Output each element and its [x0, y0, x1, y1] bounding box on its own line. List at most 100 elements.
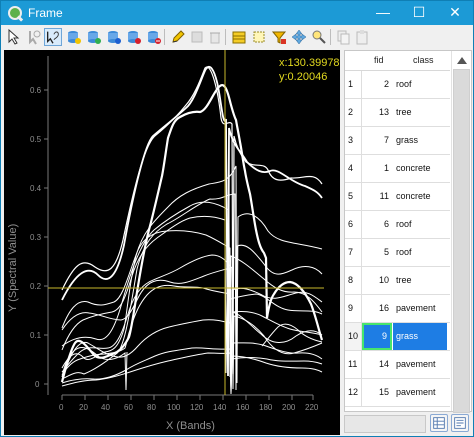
fid-cell[interactable]: 11 — [362, 183, 392, 210]
table-row[interactable]: 8 10 tree — [345, 267, 450, 295]
class-cell[interactable]: tree — [393, 99, 447, 126]
spectral-curve — [61, 201, 323, 378]
row-number: 12 — [345, 379, 362, 406]
fid-cell[interactable]: 9 — [362, 323, 392, 350]
x-axis-label: X (Bands) — [166, 420, 215, 432]
edit-pencil-icon[interactable] — [169, 28, 187, 46]
spectral-curve — [61, 284, 323, 376]
stack-green-icon[interactable] — [84, 28, 102, 46]
y-axis-ticks — [44, 89, 48, 385]
scrollbar-thumb[interactable] — [453, 69, 470, 413]
table-row[interactable]: 4 1 concrete — [345, 155, 450, 183]
fid-cell[interactable]: 7 — [362, 127, 392, 154]
row-number: 10 — [345, 323, 362, 350]
stack-red-icon[interactable] — [124, 28, 142, 46]
stack-yellow-icon[interactable] — [64, 28, 82, 46]
fid-cell[interactable]: 1 — [362, 155, 392, 182]
pan-icon[interactable] — [290, 28, 308, 46]
row-number: 11 — [345, 351, 362, 378]
table-view-icon[interactable] — [430, 414, 448, 432]
class-cell[interactable]: pavement — [393, 295, 447, 322]
class-cell[interactable]: grass — [393, 127, 447, 154]
row-number: 1 — [345, 71, 362, 98]
class-cell[interactable]: pavement — [393, 379, 447, 406]
y-tick-label: 0.2 — [30, 282, 42, 291]
class-cell[interactable]: grass — [393, 323, 447, 350]
selected-table-row[interactable]: 10 9 grass — [345, 323, 450, 351]
vertical-scrollbar[interactable] — [451, 51, 471, 413]
x-tick-label: 0 — [59, 403, 64, 412]
fid-cell[interactable]: 16 — [362, 295, 392, 322]
stack-blue-icon[interactable] — [104, 28, 122, 46]
y-tick-label: 0.1 — [30, 331, 42, 340]
column-header-class[interactable]: class — [413, 55, 434, 65]
close-button[interactable]: ✕ — [449, 4, 461, 20]
fid-cell[interactable]: 2 — [362, 71, 392, 98]
spectral-curve — [61, 66, 323, 375]
table-row[interactable]: 2 13 tree — [345, 99, 450, 127]
x-tick-label: 60 — [124, 403, 133, 412]
fid-cell[interactable]: 15 — [362, 379, 392, 406]
column-header-fid[interactable]: fid — [374, 55, 384, 65]
class-cell[interactable]: pavement — [393, 351, 447, 378]
class-cell[interactable]: concrete — [393, 183, 447, 210]
attribute-table[interactable]: fid class 1 2 roof 2 13 tree 3 7 grass 4 1 concr… — [345, 51, 450, 411]
fid-cell[interactable]: 10 — [362, 267, 392, 294]
x-axis-ticks — [61, 395, 314, 400]
x-tick-label: 140 — [213, 403, 227, 412]
stack-gray-icon[interactable] — [144, 28, 162, 46]
spectral-curve — [61, 230, 323, 387]
form-view-icon[interactable] — [451, 414, 469, 432]
layer-select-icon[interactable] — [44, 28, 62, 46]
spectral-curve — [61, 352, 323, 395]
x-tick-label: 100 — [167, 403, 181, 412]
y-tick-label: 0.3 — [30, 233, 42, 242]
fid-cell[interactable]: 14 — [362, 351, 392, 378]
x-tick-label: 120 — [190, 403, 204, 412]
row-number: 5 — [345, 183, 362, 210]
class-cell[interactable]: roof — [393, 211, 447, 238]
row-number: 9 — [345, 295, 362, 322]
table-row[interactable]: 5 11 concrete — [345, 183, 450, 211]
minimize-button[interactable]: — — [376, 4, 390, 20]
row-number: 6 — [345, 211, 362, 238]
status-input[interactable] — [344, 415, 426, 433]
select-arrow-icon[interactable] — [5, 28, 23, 46]
fid-cell[interactable]: 6 — [362, 211, 392, 238]
plot-background — [4, 50, 340, 435]
table-row[interactable]: 7 5 roof — [345, 239, 450, 267]
table-header: fid class — [345, 51, 450, 71]
spectral-plot[interactable]: 0 20 40 60 80 100 120 140 160 180 200 22… — [4, 50, 340, 435]
maximize-button[interactable]: ☐ — [412, 4, 426, 20]
class-cell[interactable]: roof — [393, 239, 447, 266]
class-cell[interactable]: tree — [393, 267, 447, 294]
table-row[interactable]: 3 7 grass — [345, 127, 450, 155]
table-row[interactable]: 1 2 roof — [345, 71, 450, 99]
table-row[interactable]: 9 16 pavement — [345, 295, 450, 323]
fid-cell[interactable]: 13 — [362, 99, 392, 126]
x-tick-label: 160 — [236, 403, 250, 412]
zoom-icon[interactable] — [310, 28, 328, 46]
class-cell[interactable]: concrete — [393, 155, 447, 182]
scroll-up-arrow-icon[interactable] — [457, 57, 467, 64]
spectral-curve — [61, 267, 323, 389]
select-area-icon[interactable] — [250, 28, 268, 46]
attribute-table-panel: fid class 1 2 roof 2 13 tree 3 7 grass 4 1 concr… — [344, 50, 472, 413]
table-row[interactable]: 12 15 pavement — [345, 379, 450, 407]
spectral-curve — [61, 65, 323, 377]
toolbar-separator — [164, 29, 165, 45]
table-yellow-icon[interactable] — [230, 28, 248, 46]
toolbar-separator — [330, 29, 331, 45]
main-toolbar — [1, 25, 473, 49]
qgis-app-icon — [8, 6, 22, 20]
fid-cell[interactable]: 5 — [362, 239, 392, 266]
coordinate-x-readout: x:130.39978 — [279, 57, 340, 69]
filter-icon[interactable] — [270, 28, 288, 46]
x-tick-label: 80 — [147, 403, 156, 412]
title-bar[interactable]: Frame — ☐ ✕ — [1, 1, 473, 25]
lasso-select-icon[interactable] — [25, 28, 43, 46]
class-cell[interactable]: roof — [393, 71, 447, 98]
table-row[interactable]: 11 14 pavement — [345, 351, 450, 379]
table-row[interactable]: 6 6 roof — [345, 211, 450, 239]
spectral-curve — [261, 323, 323, 347]
